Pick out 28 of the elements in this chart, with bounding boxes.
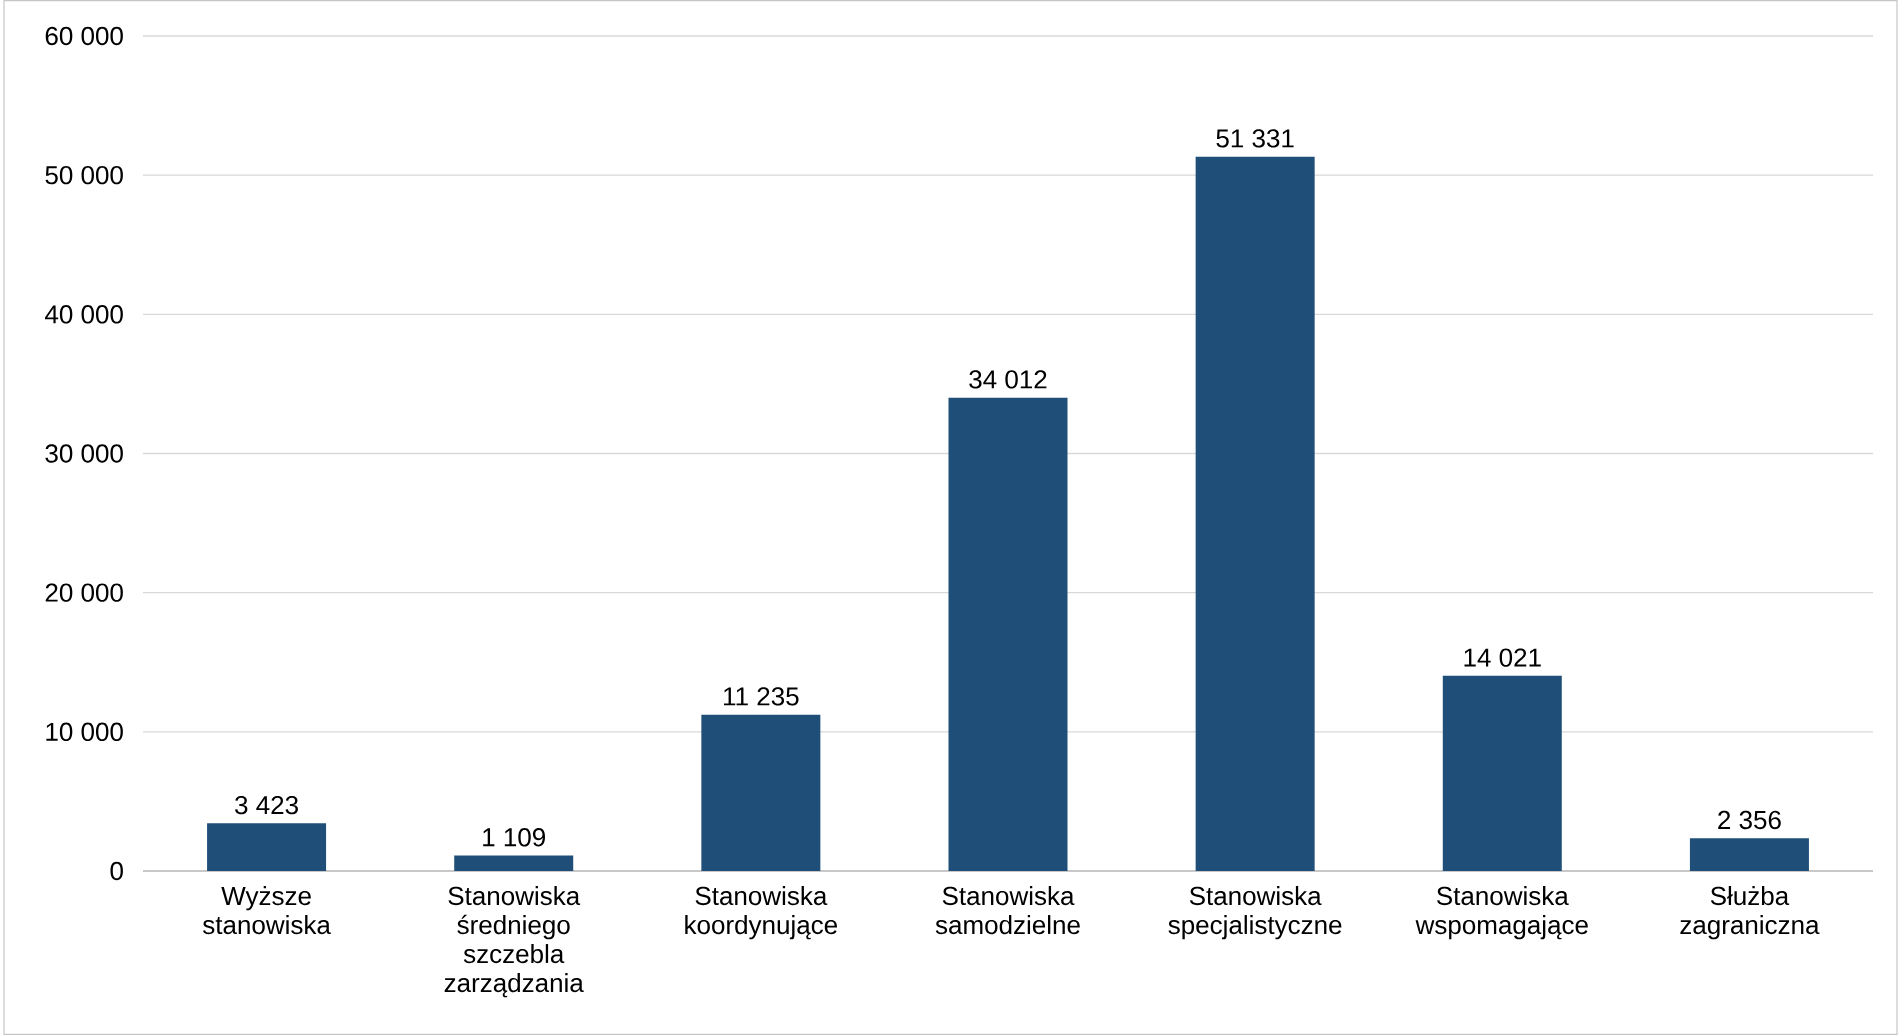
x-tick-label: Stanowiska wspomagające bbox=[1415, 886, 1588, 940]
bar bbox=[701, 714, 821, 871]
y-tick-label: 20 000 bbox=[45, 583, 123, 602]
bar bbox=[454, 855, 574, 871]
x-tick-label: Stanowiska średniego szczebla zarządzania bbox=[444, 886, 584, 998]
x-tick-label: Stanowiska samodzielne bbox=[935, 886, 1080, 935]
y-tick-label: 50 000 bbox=[45, 165, 123, 185]
bar bbox=[1689, 838, 1809, 871]
y-tick-label: 60 000 bbox=[45, 26, 123, 46]
bar bbox=[207, 823, 327, 871]
data-label: 34 012 bbox=[969, 370, 1047, 389]
x-tick-label: Stanowiska specjalistyczne bbox=[1168, 886, 1342, 940]
data-label: 1 109 bbox=[483, 828, 545, 847]
y-tick-label: 0 bbox=[110, 861, 123, 881]
y-tick-label: 10 000 bbox=[46, 722, 123, 742]
y-tick-label: 30 000 bbox=[45, 444, 123, 463]
x-tick-label: Stanowiska koordynujące bbox=[685, 886, 837, 940]
data-label: 14 021 bbox=[1464, 648, 1541, 667]
data-label: 3 423 bbox=[235, 795, 298, 815]
data-label: 51 331 bbox=[1216, 129, 1294, 148]
bar bbox=[1442, 675, 1562, 871]
bar bbox=[1195, 156, 1315, 871]
data-label: 11 235 bbox=[724, 687, 799, 706]
x-tick-label: Wyższe stanowiska bbox=[202, 886, 331, 935]
data-label: 2 356 bbox=[1718, 810, 1781, 830]
y-tick-label: 40 000 bbox=[45, 305, 123, 324]
bar bbox=[948, 397, 1068, 871]
x-tick-label: Służba zagraniczna bbox=[1680, 886, 1820, 940]
